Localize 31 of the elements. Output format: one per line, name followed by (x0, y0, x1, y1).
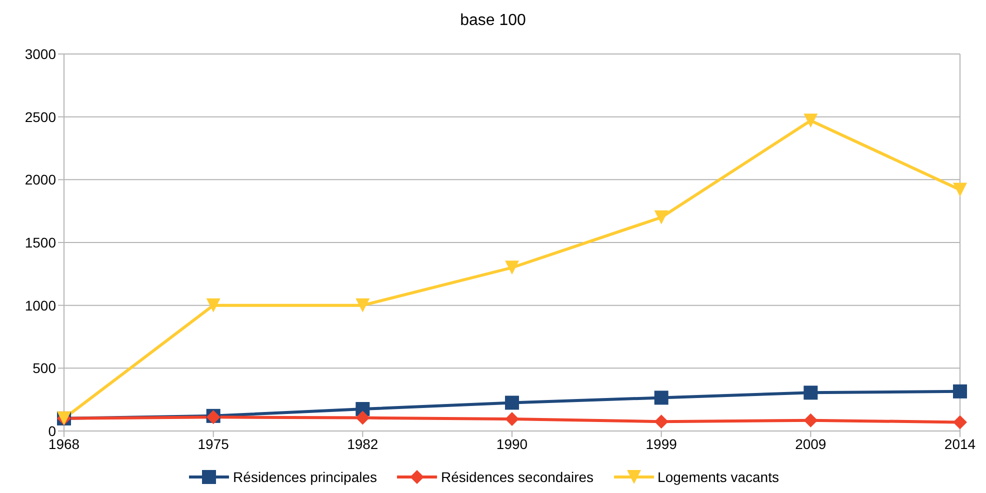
y-tick-label: 3000 (24, 46, 56, 62)
point (654, 210, 668, 224)
legend-label: Résidences secondaires (440, 469, 594, 485)
point (953, 384, 967, 398)
y-tick-label: 500 (32, 360, 56, 376)
x-tick-label: 2009 (795, 436, 826, 452)
point (206, 298, 220, 312)
point (505, 412, 519, 426)
x-tick-label: 1999 (646, 436, 678, 452)
point (953, 415, 967, 430)
y-tick-label: 2000 (24, 172, 56, 188)
point (953, 182, 967, 197)
chart-title: base 100 (459, 11, 527, 31)
point (505, 260, 519, 275)
point (356, 298, 370, 312)
x-tick-label: 1975 (198, 436, 230, 452)
y-tick-label: 2500 (24, 108, 56, 125)
legend-label: Logements vacants (656, 469, 779, 485)
y-tick-label: 1500 (24, 234, 56, 250)
point (804, 386, 818, 400)
point (654, 390, 668, 405)
point (505, 396, 519, 410)
point (804, 114, 818, 128)
x-tick-label: 2014 (944, 436, 976, 452)
x-tick-label: 1990 (496, 436, 528, 452)
point (654, 414, 668, 429)
y-tick-label: 1000 (24, 297, 56, 314)
point (356, 410, 370, 425)
legend-label: Résidences principales (232, 469, 378, 485)
x-tick-label: 1982 (347, 436, 378, 452)
point (804, 413, 818, 428)
